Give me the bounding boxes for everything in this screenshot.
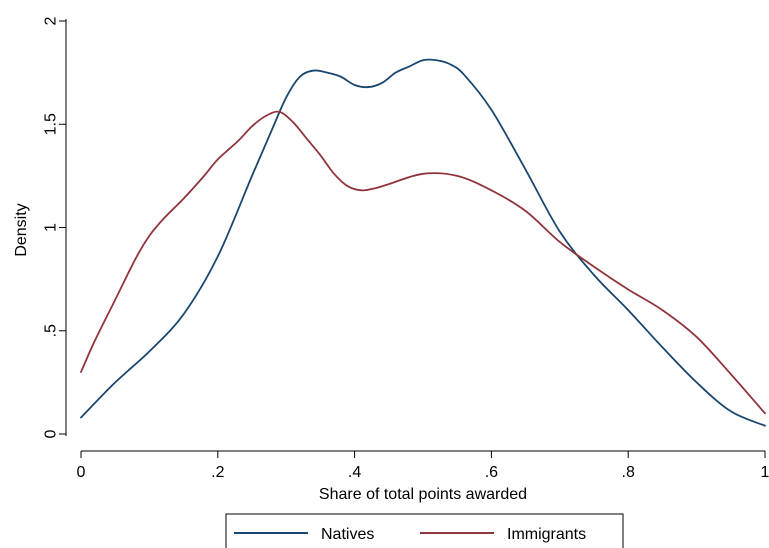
- x-tick-label: .8: [622, 464, 635, 481]
- y-tick-label: 1.5: [43, 113, 60, 135]
- x-tick-label: .2: [211, 464, 224, 481]
- x-tick-label: 0: [77, 464, 86, 481]
- legend-label-immigrants: Immigrants: [507, 526, 586, 543]
- legend-box: [225, 513, 624, 548]
- x-tick-label: .6: [485, 464, 498, 481]
- y-tick-label: .5: [43, 324, 60, 337]
- y-axis-title: Density: [13, 203, 30, 256]
- y-ticks: 0 .5 1 1.5 2: [43, 16, 66, 438]
- legend-label-natives: Natives: [321, 526, 374, 543]
- x-axis-title: Share of total points awarded: [319, 486, 527, 503]
- series-line-immigrants: [80, 110, 766, 415]
- x-tick-label: 1: [761, 464, 769, 481]
- series-line-natives: [80, 58, 766, 427]
- legend: Natives Immigrants: [225, 513, 624, 548]
- x-ticks: 0 .2 .4 .6 .8 1: [77, 451, 769, 481]
- series-lines: [80, 58, 766, 427]
- axes: [65, 19, 765, 452]
- y-tick-label: 1: [43, 223, 60, 232]
- y-tick-label: 2: [43, 16, 60, 25]
- x-tick-label: .4: [348, 464, 361, 481]
- y-tick-label: 0: [43, 429, 60, 438]
